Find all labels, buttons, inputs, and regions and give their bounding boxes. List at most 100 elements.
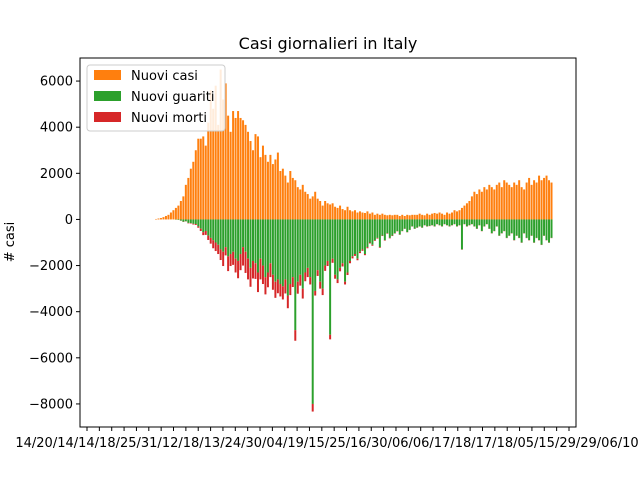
- bar-nuovi-guariti: [453, 219, 456, 225]
- bar-nuovi-casi: [222, 99, 225, 220]
- bar-nuovi-guariti: [311, 219, 314, 404]
- bar-nuovi-morti: [227, 256, 230, 272]
- bar-nuovi-casi: [194, 150, 197, 220]
- bar-nuovi-casi: [341, 209, 344, 220]
- bar-nuovi-guariti: [463, 219, 466, 225]
- bar-nuovi-casi: [207, 122, 210, 220]
- bar-nuovi-morti: [349, 260, 352, 264]
- bar-nuovi-morti: [376, 237, 379, 239]
- bar-nuovi-morti: [316, 270, 319, 276]
- bar-nuovi-morti: [259, 258, 262, 280]
- bar-nuovi-casi: [473, 191, 476, 220]
- bar-nuovi-casi: [498, 182, 501, 220]
- bar-nuovi-casi: [488, 184, 491, 220]
- bar-nuovi-guariti: [329, 219, 332, 335]
- bar-nuovi-guariti: [224, 219, 227, 248]
- bar-nuovi-morti: [334, 274, 337, 279]
- bar-nuovi-casi: [493, 189, 496, 220]
- bar-nuovi-guariti: [383, 219, 386, 241]
- bar-nuovi-casi: [214, 85, 217, 220]
- bar-nuovi-guariti: [194, 219, 197, 225]
- bar-nuovi-casi: [336, 207, 339, 220]
- bar-nuovi-casi: [289, 171, 292, 220]
- bar-nuovi-morti: [368, 242, 371, 244]
- bar-nuovi-guariti: [356, 219, 359, 259]
- chart-title: Casi giornalieri in Italy: [239, 34, 418, 53]
- bar-nuovi-guariti: [398, 219, 401, 235]
- bar-nuovi-guariti: [351, 219, 354, 257]
- bar-nuovi-morti: [229, 254, 232, 267]
- bar-nuovi-morti: [256, 272, 259, 293]
- bar-nuovi-guariti: [222, 219, 225, 252]
- bar-nuovi-guariti: [543, 219, 546, 236]
- bar-nuovi-morti: [264, 277, 267, 295]
- y-axis: −8000 −6000 −4000 −2000 0 2000 4000 6000: [29, 75, 80, 412]
- bar-nuovi-guariti: [451, 219, 454, 226]
- bar-nuovi-guariti: [388, 219, 391, 238]
- bar-nuovi-casi: [528, 177, 531, 220]
- bar-nuovi-morti: [301, 288, 304, 299]
- bar-nuovi-morti: [351, 256, 354, 259]
- bar-nuovi-guariti: [281, 219, 284, 287]
- bar-nuovi-guariti: [289, 219, 292, 285]
- bar-nuovi-guariti: [483, 219, 486, 227]
- x-tick-labels: 14/20/14/14/18/25/31/12/18/13/24/30/04/1…: [15, 436, 638, 451]
- bar-nuovi-casi: [530, 184, 533, 220]
- bar-nuovi-guariti: [540, 219, 543, 245]
- bar-nuovi-casi: [319, 200, 322, 220]
- bar-nuovi-casi: [202, 136, 205, 220]
- bar-nuovi-casi: [396, 214, 399, 220]
- bar-nuovi-guariti: [344, 219, 347, 282]
- bar-nuovi-casi: [495, 184, 498, 220]
- bar-nuovi-casi: [249, 141, 252, 220]
- bar-nuovi-guariti: [229, 219, 232, 255]
- bar-nuovi-guariti: [192, 219, 195, 224]
- bar-nuovi-casi: [468, 200, 471, 220]
- bar-nuovi-casi: [515, 184, 518, 220]
- bar-nuovi-morti: [269, 263, 272, 278]
- bar-nuovi-casi: [368, 213, 371, 220]
- bar-nuovi-guariti: [386, 219, 389, 234]
- bar-nuovi-morti: [224, 247, 227, 256]
- bar-nuovi-casi: [164, 215, 167, 220]
- bar-nuovi-casi: [503, 180, 506, 220]
- bar-nuovi-guariti: [455, 219, 458, 227]
- bar-nuovi-guariti: [189, 219, 192, 224]
- bar-nuovi-guariti: [478, 219, 481, 226]
- bar-nuovi-morti: [199, 228, 202, 231]
- bar-nuovi-morti: [286, 295, 289, 309]
- bar-nuovi-guariti: [266, 219, 269, 273]
- bar-nuovi-guariti: [391, 219, 394, 236]
- bar-nuovi-guariti: [309, 219, 312, 278]
- bar-nuovi-guariti: [535, 219, 538, 238]
- bar-nuovi-casi: [458, 210, 461, 220]
- bar-nuovi-casi: [274, 159, 277, 220]
- bar-nuovi-guariti: [301, 219, 304, 289]
- bar-nuovi-casi: [431, 213, 434, 220]
- bar-nuovi-casi: [376, 213, 379, 220]
- bar-nuovi-guariti: [324, 219, 327, 266]
- bar-nuovi-guariti: [371, 219, 374, 245]
- bar-nuovi-guariti: [212, 219, 215, 241]
- bar-nuovi-casi: [455, 211, 458, 220]
- bar-nuovi-casi: [406, 214, 409, 220]
- bar-nuovi-casi: [197, 138, 200, 220]
- bar-nuovi-guariti: [480, 219, 483, 231]
- bar-nuovi-morti: [242, 247, 245, 266]
- bar-nuovi-casi: [356, 212, 359, 220]
- bar-nuovi-guariti: [518, 219, 521, 238]
- bar-nuovi-guariti: [304, 219, 307, 273]
- bar-nuovi-casi: [167, 214, 170, 220]
- bar-nuovi-guariti: [319, 219, 322, 282]
- bar-nuovi-guariti: [503, 219, 506, 231]
- bar-nuovi-morti: [321, 288, 324, 296]
- bar-nuovi-guariti: [321, 219, 324, 289]
- bar-nuovi-guariti: [465, 219, 468, 227]
- bar-nuovi-guariti: [505, 219, 508, 238]
- bar-nuovi-guariti: [458, 219, 461, 226]
- bar-nuovi-morti: [217, 244, 220, 255]
- bar-nuovi-casi: [354, 210, 356, 220]
- bar-nuovi-casi: [247, 131, 250, 220]
- bar-nuovi-casi: [480, 191, 483, 220]
- bar-nuovi-morti: [284, 279, 287, 294]
